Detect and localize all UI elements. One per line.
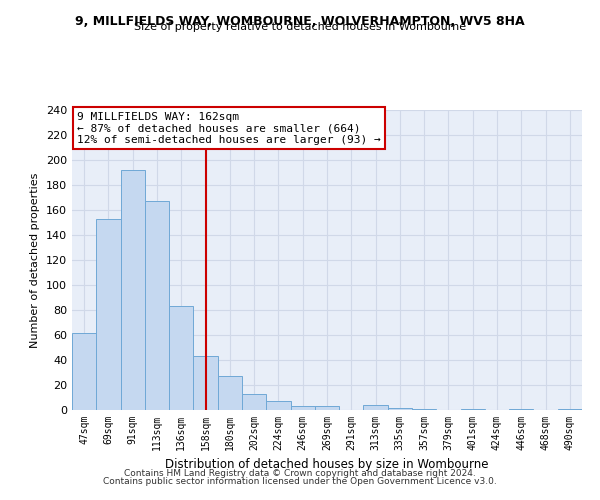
Bar [558, 409, 582, 410]
Text: 9, MILLFIELDS WAY, WOMBOURNE, WOLVERHAMPTON, WV5 8HA: 9, MILLFIELDS WAY, WOMBOURNE, WOLVERHAMP… [75, 15, 525, 28]
Bar [412, 409, 436, 410]
Bar [96, 219, 121, 410]
Bar [218, 376, 242, 410]
Bar [509, 409, 533, 410]
Bar [315, 406, 339, 410]
Bar [388, 408, 412, 410]
Bar [266, 401, 290, 410]
Y-axis label: Number of detached properties: Number of detached properties [31, 172, 40, 348]
Text: 9 MILLFIELDS WAY: 162sqm
← 87% of detached houses are smaller (664)
12% of semi-: 9 MILLFIELDS WAY: 162sqm ← 87% of detach… [77, 112, 381, 144]
Bar [169, 306, 193, 410]
Bar [72, 332, 96, 410]
Text: Contains HM Land Registry data © Crown copyright and database right 2024.: Contains HM Land Registry data © Crown c… [124, 468, 476, 477]
Bar [193, 356, 218, 410]
Bar [145, 201, 169, 410]
Bar [242, 394, 266, 410]
Text: Size of property relative to detached houses in Wombourne: Size of property relative to detached ho… [134, 22, 466, 32]
Text: Contains public sector information licensed under the Open Government Licence v3: Contains public sector information licen… [103, 477, 497, 486]
Bar [121, 170, 145, 410]
Bar [290, 406, 315, 410]
Bar [461, 409, 485, 410]
X-axis label: Distribution of detached houses by size in Wombourne: Distribution of detached houses by size … [165, 458, 489, 471]
Bar [364, 405, 388, 410]
